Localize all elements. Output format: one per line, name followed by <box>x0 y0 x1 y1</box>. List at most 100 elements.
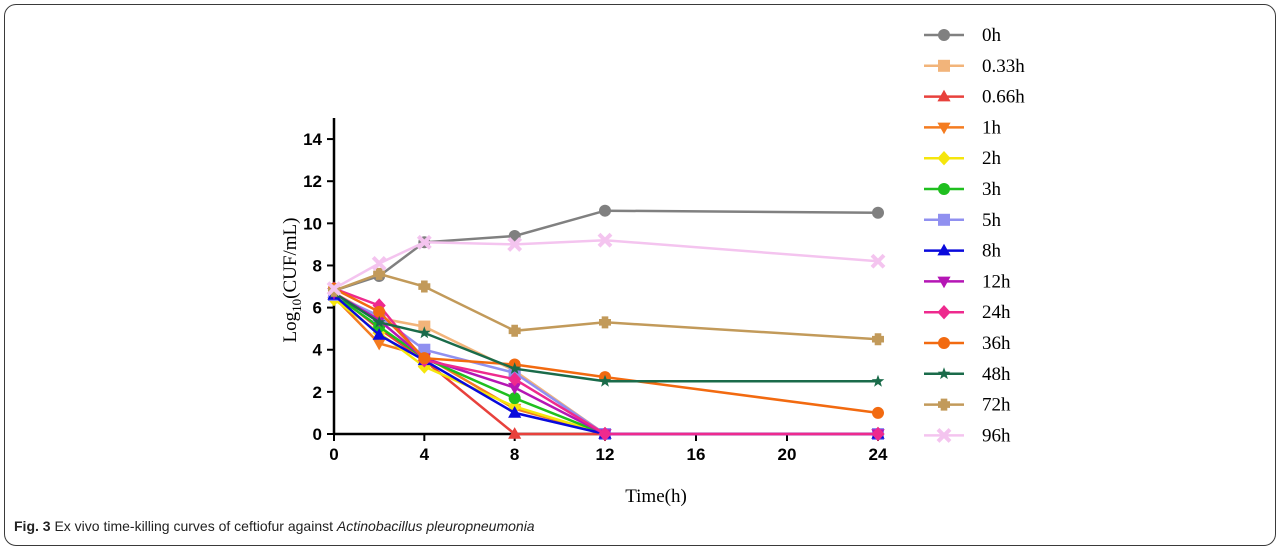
y-axis-title-tail: (CUF/mL) <box>280 218 301 299</box>
figure-frame <box>4 4 1276 546</box>
series-5h <box>328 288 884 440</box>
legend-item: 12h <box>924 271 1011 292</box>
legend-item: 8h <box>924 241 1002 262</box>
data-point <box>508 427 522 439</box>
x-tick-label: 12 <box>596 445 615 464</box>
y-axis-title-sub: 10 <box>289 299 304 312</box>
data-point <box>418 326 431 339</box>
figure-caption: Fig. 3 Ex vivo time-killing curves of ce… <box>14 518 1264 534</box>
series-line <box>333 293 878 436</box>
legend-label: 3h <box>982 179 1002 200</box>
data-point <box>597 232 613 248</box>
data-point <box>418 280 431 293</box>
legend-label: 96h <box>982 425 1011 446</box>
legend-item: 96h <box>924 425 1011 446</box>
legend-item: 0.33h <box>924 56 1025 77</box>
data-point <box>508 382 522 395</box>
data-point <box>870 253 886 269</box>
legend-marker <box>937 305 951 320</box>
legend-label: 12h <box>982 271 1011 292</box>
series-line <box>333 291 878 436</box>
legend-item: 48h <box>924 364 1011 385</box>
series-line <box>333 238 879 290</box>
series-24h <box>327 281 885 442</box>
data-point <box>598 374 612 387</box>
legend-item: 72h <box>924 395 1011 416</box>
legend-marker <box>937 367 951 380</box>
data-point <box>373 305 386 318</box>
data-point <box>416 234 432 250</box>
legend-marker <box>937 151 951 166</box>
series-line <box>333 209 879 292</box>
y-tick-label: 12 <box>303 172 322 191</box>
data-point <box>508 372 522 387</box>
series-line <box>333 293 878 436</box>
caption-species: Actinobacillus pleuropneumonia <box>336 518 535 534</box>
data-point <box>872 206 884 219</box>
data-point <box>372 328 386 340</box>
legend-marker <box>938 398 950 411</box>
legend-label: 36h <box>982 333 1011 354</box>
series-3h <box>328 288 884 440</box>
data-point <box>871 374 885 387</box>
data-point <box>372 315 386 328</box>
legend-label: 2h <box>982 148 1002 169</box>
series-layer <box>326 204 886 442</box>
series-line <box>333 291 878 436</box>
data-point <box>508 362 521 374</box>
legend-marker <box>937 89 951 102</box>
legend-label: 5h <box>982 210 1002 231</box>
legend-marker <box>938 59 950 72</box>
caption-text: Ex vivo time-killing curves of ceftiofur… <box>50 518 337 534</box>
legend-label: 0.33h <box>982 56 1025 77</box>
series-line <box>333 272 879 341</box>
x-tick-label: 24 <box>869 445 888 464</box>
series-line <box>333 287 878 436</box>
legend-item: 1h <box>924 117 1002 138</box>
series-line <box>333 294 878 436</box>
y-tick-label: 8 <box>313 256 322 275</box>
legend-item: 24h <box>924 302 1011 323</box>
data-point <box>372 338 386 351</box>
data-point <box>508 324 521 337</box>
legend-marker <box>937 276 951 289</box>
legend: 0h 0.33h 0.66h 1h 2h 3h 5h 8h 12h 24h 36h 48h 72h 96h <box>924 25 1025 446</box>
legend-item: 2h <box>924 148 1002 169</box>
legend-item: 0.66h <box>924 87 1025 108</box>
data-point <box>599 316 611 329</box>
series-1h <box>327 292 885 441</box>
legend-label: 8h <box>982 241 1002 262</box>
data-point <box>508 406 522 418</box>
legend-marker <box>938 29 950 41</box>
data-point <box>418 343 431 356</box>
legend-label: 1h <box>982 117 1002 138</box>
data-point <box>373 267 386 280</box>
figure-label: Fig. 3 <box>14 518 51 534</box>
y-tick-label: 14 <box>303 130 322 149</box>
data-point <box>507 236 523 252</box>
y-tick-label: 10 <box>303 214 322 233</box>
legend-marker <box>937 122 951 135</box>
legend-label: 48h <box>982 364 1011 385</box>
legend-marker <box>936 427 952 443</box>
data-point <box>871 426 885 442</box>
data-point <box>872 406 884 419</box>
legend-item: 3h <box>924 179 1002 200</box>
series-0.66h <box>327 285 885 439</box>
data-point <box>326 281 342 297</box>
series-2h <box>327 291 885 442</box>
x-axis-title: Time(h) <box>625 486 687 507</box>
series-12h <box>327 288 885 441</box>
series-8h <box>327 288 885 439</box>
data-point <box>371 255 387 271</box>
legend-marker <box>938 337 950 349</box>
series-line <box>333 287 879 415</box>
x-tick-label: 16 <box>687 445 706 464</box>
legend-label: 0h <box>982 25 1002 46</box>
y-axis-title: Log10(CUF/mL) <box>280 218 304 343</box>
y-tick-label: 0 <box>313 425 322 444</box>
y-tick-label: 6 <box>313 299 322 318</box>
y-tick-label: 2 <box>313 383 322 402</box>
legend-label: 0.66h <box>982 87 1025 108</box>
